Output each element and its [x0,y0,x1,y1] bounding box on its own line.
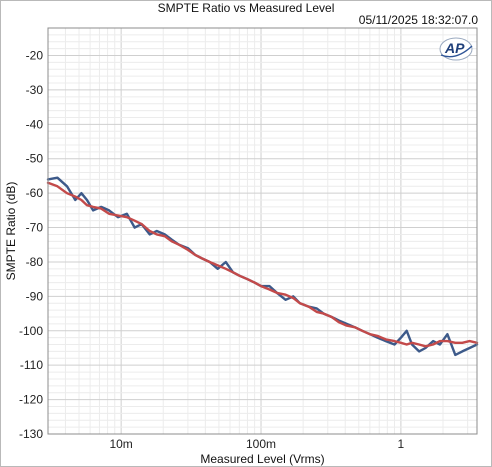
y-tick-label: -60 [26,186,44,200]
y-tick-label: -110 [20,358,43,372]
chart-title: SMPTE Ratio vs Measured Level [157,1,335,15]
timestamp: 05/11/2025 18:32:07.0 [358,13,478,27]
y-tick-label: -30 [26,83,44,97]
y-tick-label: -120 [19,393,43,407]
series-line-2 [46,181,479,348]
y-tick-label: -40 [26,117,44,131]
plot-border [47,27,478,435]
svg-text:AP: AP [444,40,465,56]
series-line-1 [46,176,479,357]
y-tick-label: -20 [26,49,44,63]
y-tick-label: -90 [26,289,44,303]
y-tick-label: -130 [19,427,43,441]
x-axis-label: Measured Level (Vrms) [200,452,325,466]
x-tick-labels: 10m 100m 1 [109,437,404,451]
y-tick-label: -100 [19,324,43,338]
y-tick-label: -50 [26,152,44,166]
y-tick-label: -70 [26,221,44,235]
series-lines [46,176,479,357]
ap-logo-icon: AP [439,37,473,61]
y-tick-labels: -20 -30 -40 -50 -60 -70 -80 -90 -100 -110 -120 -130 [19,49,43,441]
x-tick-label: 1 [398,437,405,451]
x-tick-label: 10m [109,437,132,451]
grid-lines [47,27,477,435]
y-tick-label: -80 [26,255,44,269]
x-tick-label: 100m [246,437,276,451]
